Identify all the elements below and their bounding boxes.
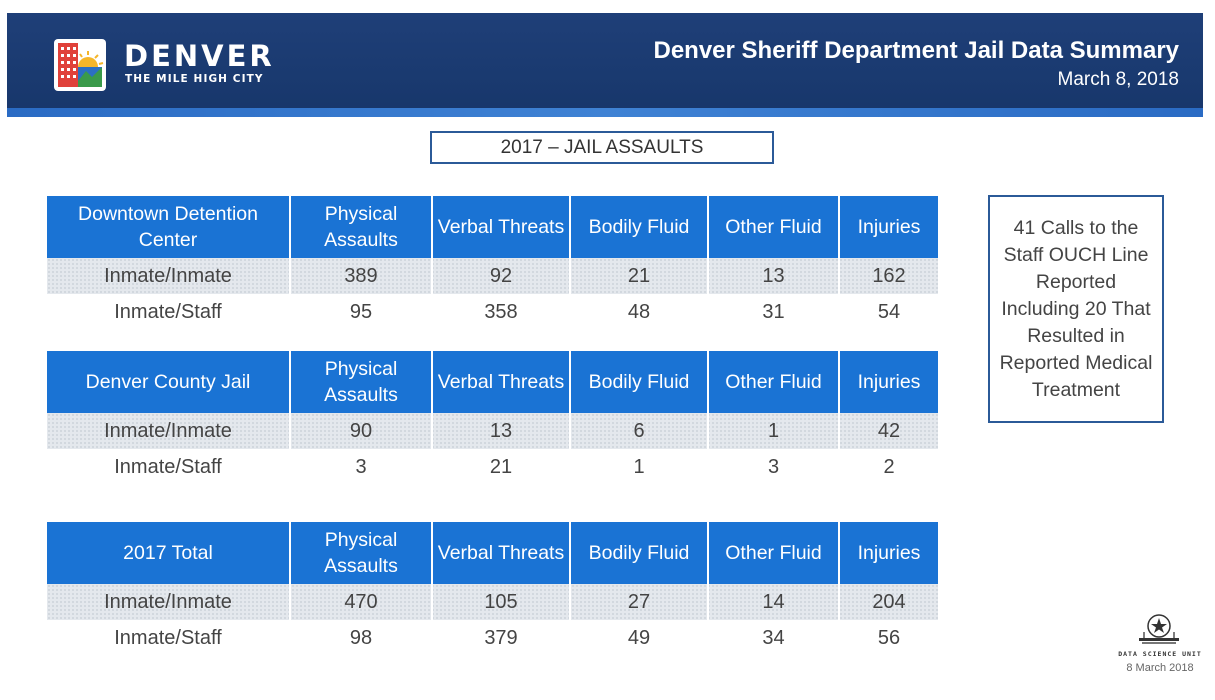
ouch-line-note: 41 Calls to the Staff OUCH Line Reported… xyxy=(988,195,1164,423)
sheriff-badge-icon xyxy=(1139,614,1179,644)
column-header: Verbal Threats xyxy=(431,351,569,413)
table-row: Inmate/Staff 95 358 48 31 54 xyxy=(47,294,938,330)
table-row: Inmate/Staff 98 379 49 34 56 xyxy=(47,620,938,656)
column-header: Bodily Fluid xyxy=(569,522,707,584)
logo-tagline: THE MILE HIGH CITY xyxy=(125,73,264,85)
table-cell: 31 xyxy=(707,294,838,330)
table-cell: 21 xyxy=(431,449,569,485)
column-header: Injuries xyxy=(838,522,938,584)
row-label: Inmate/Inmate xyxy=(104,419,232,442)
table-cell: 389 xyxy=(289,258,431,294)
column-header: Physical Assaults xyxy=(289,196,431,258)
table-row: Inmate/Inmate 470 105 27 14 204 xyxy=(47,584,938,620)
table-cell: 14 xyxy=(707,584,838,620)
table-cell: 1 xyxy=(569,449,707,485)
table-cell: 48 xyxy=(569,294,707,330)
column-header: Other Fluid xyxy=(707,351,838,413)
table-title-cell: 2017 Total xyxy=(123,542,213,564)
table-title-cell: Denver County Jail xyxy=(85,371,251,393)
column-header: Injuries xyxy=(838,196,938,258)
row-label: Inmate/Staff xyxy=(114,300,222,323)
column-header: Physical Assaults xyxy=(289,522,431,584)
table-cell: 98 xyxy=(289,620,431,656)
table-cell: 27 xyxy=(569,584,707,620)
table-cell: 90 xyxy=(289,413,431,449)
table-cell: 204 xyxy=(838,584,938,620)
column-header: Other Fluid xyxy=(707,522,838,584)
table-cell: 470 xyxy=(289,584,431,620)
downtown-detention-table: Downtown Detention Center Physical Assau… xyxy=(47,196,938,330)
header-banner: DENVER THE MILE HIGH CITY Denver Sheriff… xyxy=(7,13,1203,117)
footer-date: 8 March 2018 xyxy=(1126,662,1194,674)
column-header: Other Fluid xyxy=(707,196,838,258)
table-cell: 6 xyxy=(569,413,707,449)
table-cell: 162 xyxy=(838,258,938,294)
table-cell: 358 xyxy=(431,294,569,330)
column-header: Verbal Threats xyxy=(431,522,569,584)
row-label: Inmate/Staff xyxy=(114,626,222,649)
page-title: Denver Sheriff Department Jail Data Summ… xyxy=(653,37,1179,64)
table-cell: 3 xyxy=(289,449,431,485)
table-cell: 13 xyxy=(707,258,838,294)
row-label: Inmate/Inmate xyxy=(104,590,232,613)
table-row: Inmate/Inmate 389 92 21 13 162 xyxy=(47,258,938,294)
table-cell: 56 xyxy=(838,620,938,656)
table-cell: 49 xyxy=(569,620,707,656)
row-label: Inmate/Staff xyxy=(114,455,222,478)
column-header: Bodily Fluid xyxy=(569,196,707,258)
column-header: Injuries xyxy=(838,351,938,413)
table-cell: 13 xyxy=(431,413,569,449)
page-date: March 8, 2018 xyxy=(1057,69,1179,90)
table-cell: 21 xyxy=(569,258,707,294)
denver-logo-icon xyxy=(54,39,106,91)
table-cell: 379 xyxy=(431,620,569,656)
table-header-row: 2017 Total Physical Assaults Verbal Thre… xyxy=(47,522,938,584)
table-header-row: Downtown Detention Center Physical Assau… xyxy=(47,196,938,258)
column-header: Bodily Fluid xyxy=(569,351,707,413)
data-science-unit-stamp: DATA SCIENCE UNIT 8 March 2018 xyxy=(1112,612,1208,678)
table-row: Inmate/Inmate 90 13 6 1 42 xyxy=(47,413,938,449)
table-cell: 54 xyxy=(838,294,938,330)
table-cell: 95 xyxy=(289,294,431,330)
logo-word: DENVER xyxy=(124,39,275,73)
denver-logo[interactable]: DENVER THE MILE HIGH CITY xyxy=(52,37,302,93)
table-row: Inmate/Staff 3 21 1 3 2 xyxy=(47,449,938,485)
table-title-cell: Downtown Detention Center xyxy=(78,203,258,251)
column-header: Physical Assaults xyxy=(289,351,431,413)
row-label: Inmate/Inmate xyxy=(104,264,232,287)
table-cell: 3 xyxy=(707,449,838,485)
table-cell: 34 xyxy=(707,620,838,656)
table-header-row: Denver County Jail Physical Assaults Ver… xyxy=(47,351,938,413)
table-cell: 2 xyxy=(838,449,938,485)
column-header: Verbal Threats xyxy=(431,196,569,258)
unit-label: DATA SCIENCE UNIT xyxy=(1118,650,1202,658)
banner-stripe xyxy=(7,108,1203,117)
section-title: 2017 – JAIL ASSAULTS xyxy=(430,131,774,164)
table-cell: 42 xyxy=(838,413,938,449)
table-cell: 105 xyxy=(431,584,569,620)
total-table: 2017 Total Physical Assaults Verbal Thre… xyxy=(47,522,938,656)
table-cell: 1 xyxy=(707,413,838,449)
county-jail-table: Denver County Jail Physical Assaults Ver… xyxy=(47,351,938,485)
table-cell: 92 xyxy=(431,258,569,294)
